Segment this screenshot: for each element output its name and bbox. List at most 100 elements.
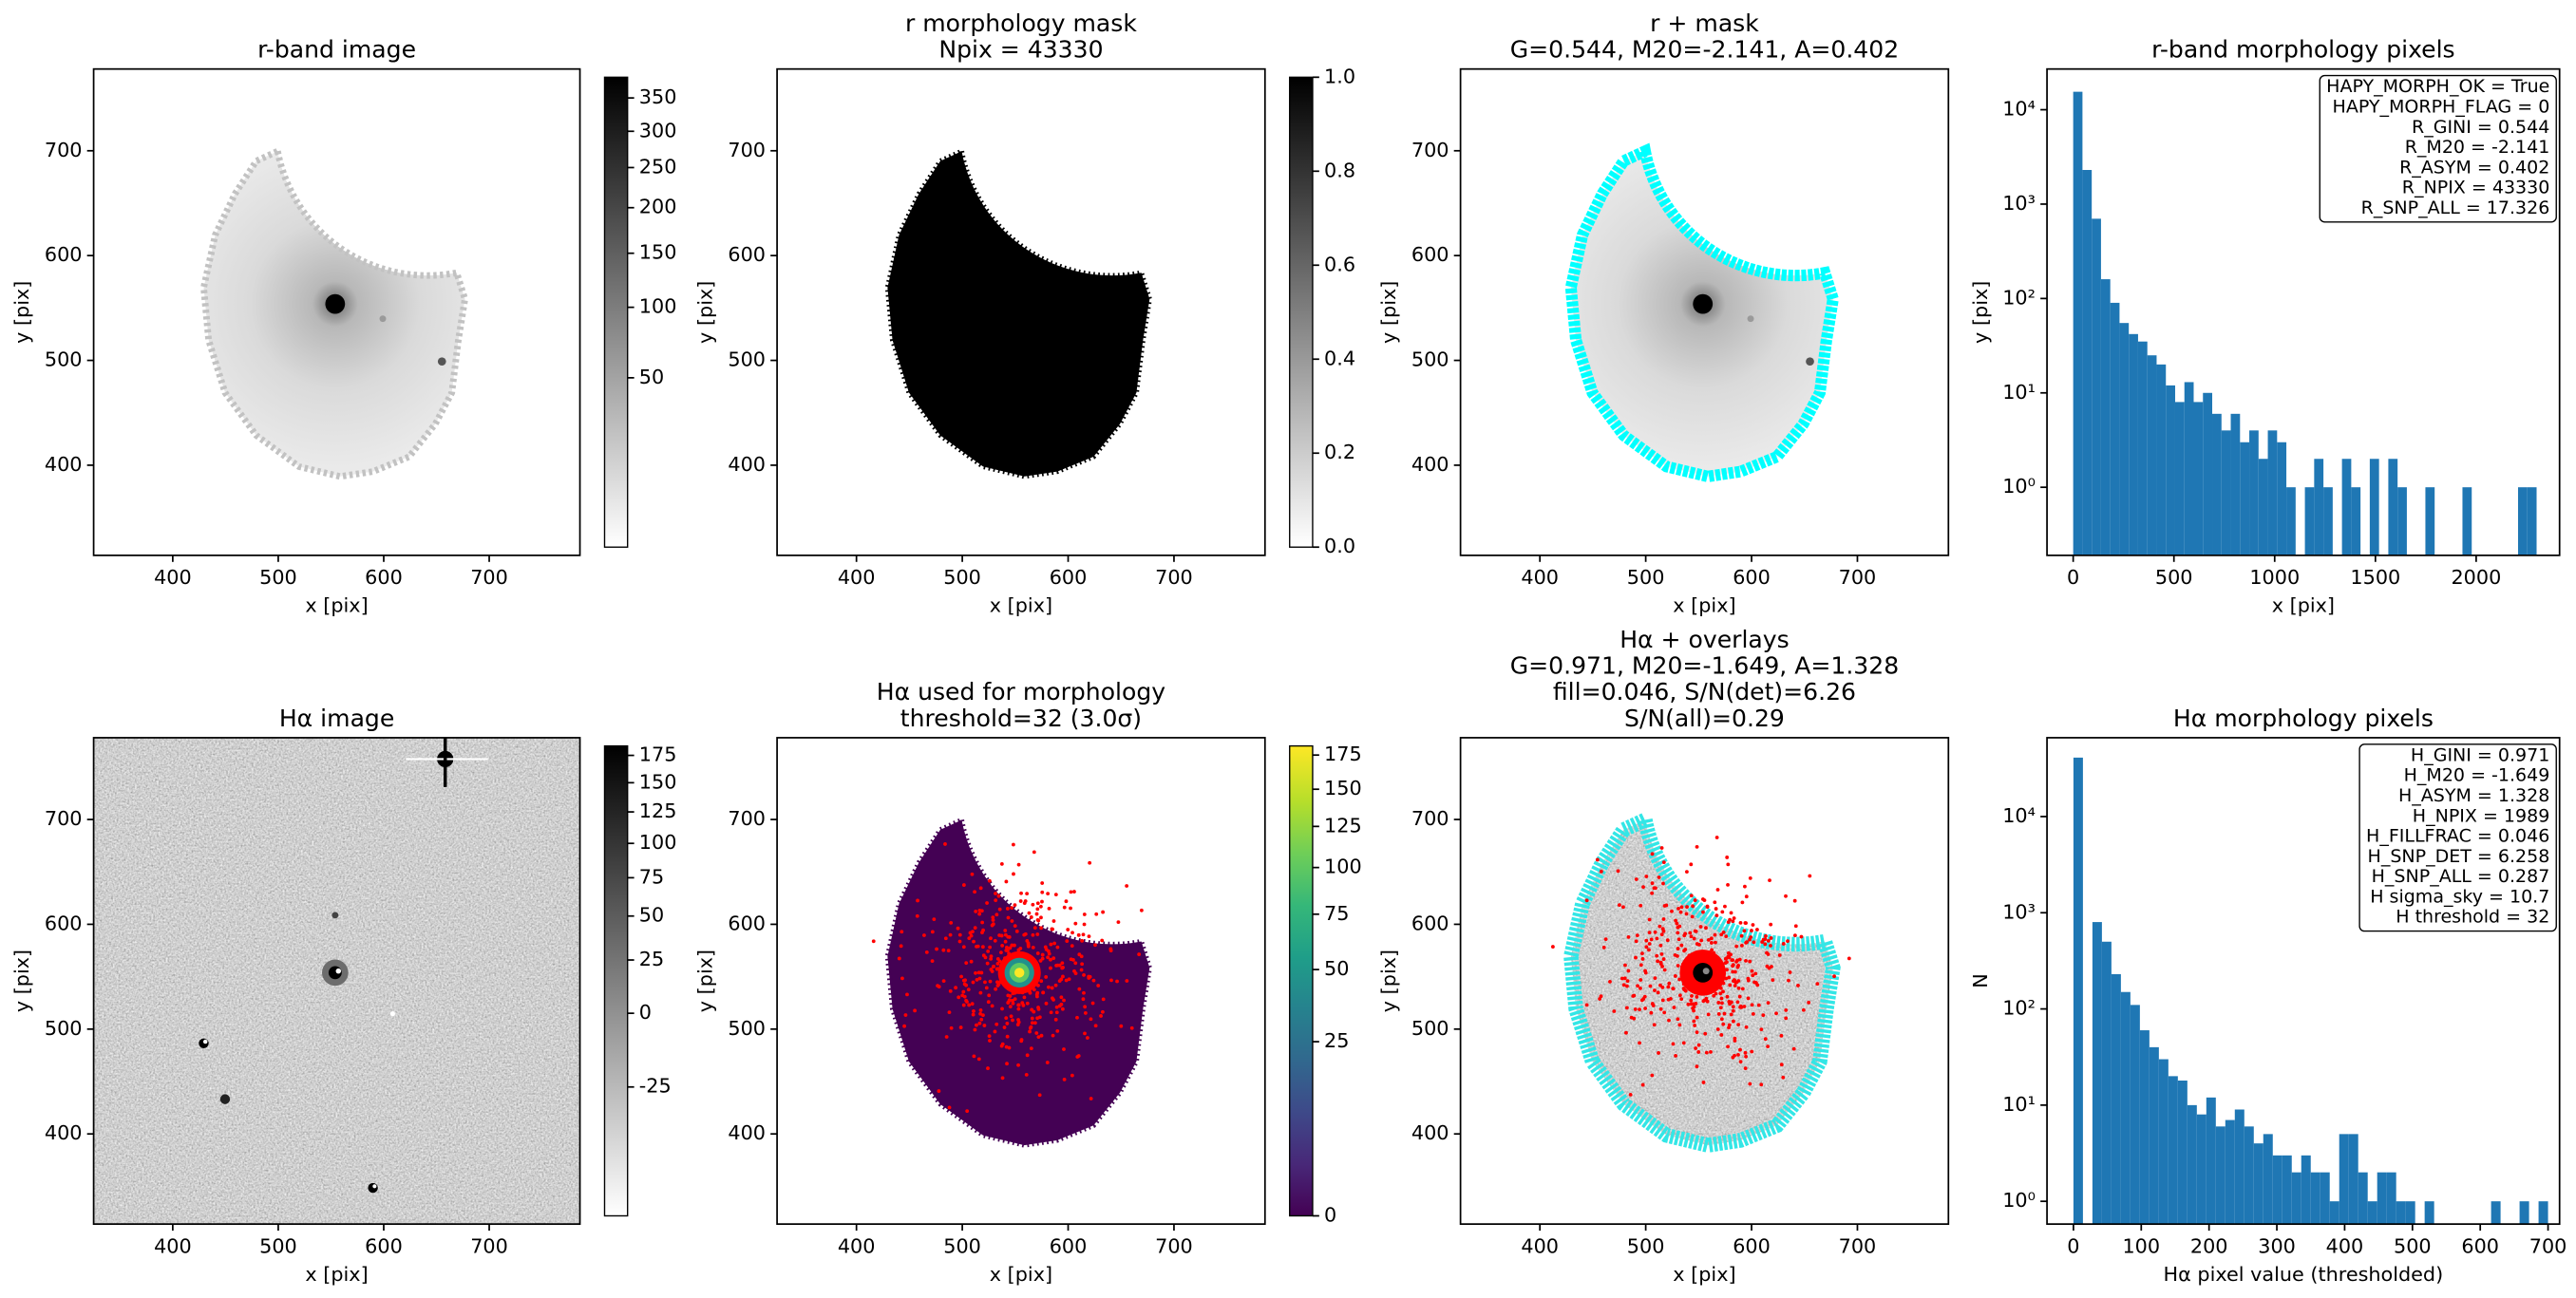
pixel-dot	[1013, 903, 1017, 908]
pixel-dot	[1618, 903, 1621, 908]
pixel-dot	[997, 959, 1002, 964]
pixel-dot	[1714, 907, 1718, 911]
pixel-dot	[1007, 1045, 1012, 1050]
pixel-dot	[1043, 945, 1048, 950]
y-tick-label: 10¹	[2002, 381, 2036, 404]
bar	[2082, 170, 2093, 555]
bar	[2137, 341, 2148, 555]
pixel-dot	[986, 949, 991, 953]
pixel-dot	[1125, 979, 1129, 983]
pixel-dot	[971, 980, 975, 985]
pixel-dot	[1634, 877, 1638, 881]
pixel-dot	[1792, 898, 1797, 903]
pixel-dot	[994, 912, 999, 917]
pixel-dot	[1616, 869, 1620, 874]
pixel-dot	[1647, 931, 1652, 934]
pixel-dot	[903, 1013, 908, 1017]
pixel-dot	[975, 1023, 978, 1027]
pixel-dot	[1101, 910, 1106, 914]
pixel-dot	[1703, 1031, 1708, 1036]
pixel-dot	[1781, 942, 1786, 946]
pixel-dot	[1746, 976, 1751, 981]
image-region	[887, 151, 1149, 477]
pixel-dot	[1731, 969, 1735, 974]
pixel-dot	[1016, 1003, 1021, 1007]
pixel-dot	[1005, 1062, 1009, 1066]
pixel-dot	[1019, 891, 1023, 895]
pixel-dot	[1644, 945, 1649, 950]
pixel-dot	[1059, 1002, 1064, 1006]
pixel-dot	[1656, 990, 1660, 995]
pixel-dot	[949, 920, 954, 925]
pixel-dot	[958, 1025, 963, 1029]
pixel-dot	[1636, 984, 1639, 988]
pixel-dot	[1662, 968, 1667, 972]
pixel-dot	[1659, 932, 1664, 937]
pixel-dot	[1036, 1035, 1041, 1040]
pixel-dot	[1705, 999, 1710, 1004]
pixel-dot	[1053, 983, 1058, 988]
pixel-dot	[1039, 979, 1044, 984]
x-tick-label: 700	[470, 1234, 508, 1257]
bar	[2369, 459, 2379, 555]
pixel-dot	[1012, 872, 1015, 876]
pixel-dot	[1731, 1005, 1735, 1009]
pixel-dot	[1004, 1016, 1009, 1021]
y-tick-label: 500	[1411, 1017, 1449, 1040]
pixel-dot	[1692, 1019, 1696, 1024]
pixel-dot	[974, 909, 978, 913]
pixel-dot	[1679, 905, 1684, 910]
pixel-dot	[1731, 1008, 1735, 1013]
pixel-dot	[1739, 933, 1744, 938]
pixel-dot	[994, 1022, 999, 1026]
source-spot	[1806, 357, 1814, 367]
pixel-dot	[1736, 986, 1741, 990]
bar	[2277, 442, 2287, 555]
pixel-dot	[1788, 970, 1792, 974]
pixel-dot	[1000, 1006, 1004, 1011]
pixel-dot	[1765, 950, 1769, 955]
pixel-dot	[980, 945, 985, 950]
pixel-dot	[1625, 984, 1629, 988]
pixel-dot	[1011, 1001, 1015, 1006]
pixel-dot	[1686, 1002, 1691, 1006]
y-tick-label: 400	[1411, 1121, 1449, 1144]
pixel-dot	[1034, 912, 1039, 916]
bar	[2310, 1172, 2320, 1225]
pixel-dot	[1683, 988, 1688, 993]
bar	[2174, 402, 2185, 555]
x-tick-label: 400	[838, 566, 876, 589]
bar	[2263, 1134, 2273, 1225]
y-tick-label: 400	[728, 453, 766, 476]
pixel-dot	[1009, 1014, 1013, 1019]
pixel-dot	[1750, 1003, 1754, 1007]
pixel-dot	[1065, 939, 1070, 943]
pixel-dot	[932, 917, 937, 922]
x-axis-label: x [pix]	[2272, 594, 2335, 617]
pixel-dot	[1727, 955, 1732, 960]
pixel-dot	[986, 1066, 990, 1070]
pixel-dot	[1726, 882, 1730, 887]
colorbar-tick-label: 0.2	[1324, 441, 1355, 463]
bar	[2244, 1126, 2254, 1225]
pixel-dot	[1759, 1027, 1764, 1032]
pixel-dot	[994, 892, 997, 895]
pixel-dot	[964, 998, 969, 1003]
pixel-dot	[1115, 979, 1119, 984]
bar	[2377, 1172, 2387, 1225]
pixel-dot	[1650, 891, 1655, 895]
y-axis-label: y [pix]	[1377, 281, 1400, 344]
pixel-dot	[1701, 910, 1705, 914]
annotation-line: HAPY_MORPH_FLAG = 0	[2333, 96, 2550, 117]
x-tick-label: 500	[2155, 566, 2193, 589]
pixel-dot	[1661, 881, 1665, 886]
pixel-dot	[971, 930, 975, 934]
pixel-dot	[1650, 1002, 1655, 1006]
pixel-dot	[1638, 986, 1642, 990]
bar	[2230, 413, 2241, 555]
pixel-dot	[1735, 958, 1739, 963]
pixel-dot	[1769, 936, 1773, 940]
pixel-dot	[1774, 1011, 1778, 1016]
pixel-dot	[1694, 1046, 1698, 1050]
pixel-dot	[989, 954, 994, 959]
